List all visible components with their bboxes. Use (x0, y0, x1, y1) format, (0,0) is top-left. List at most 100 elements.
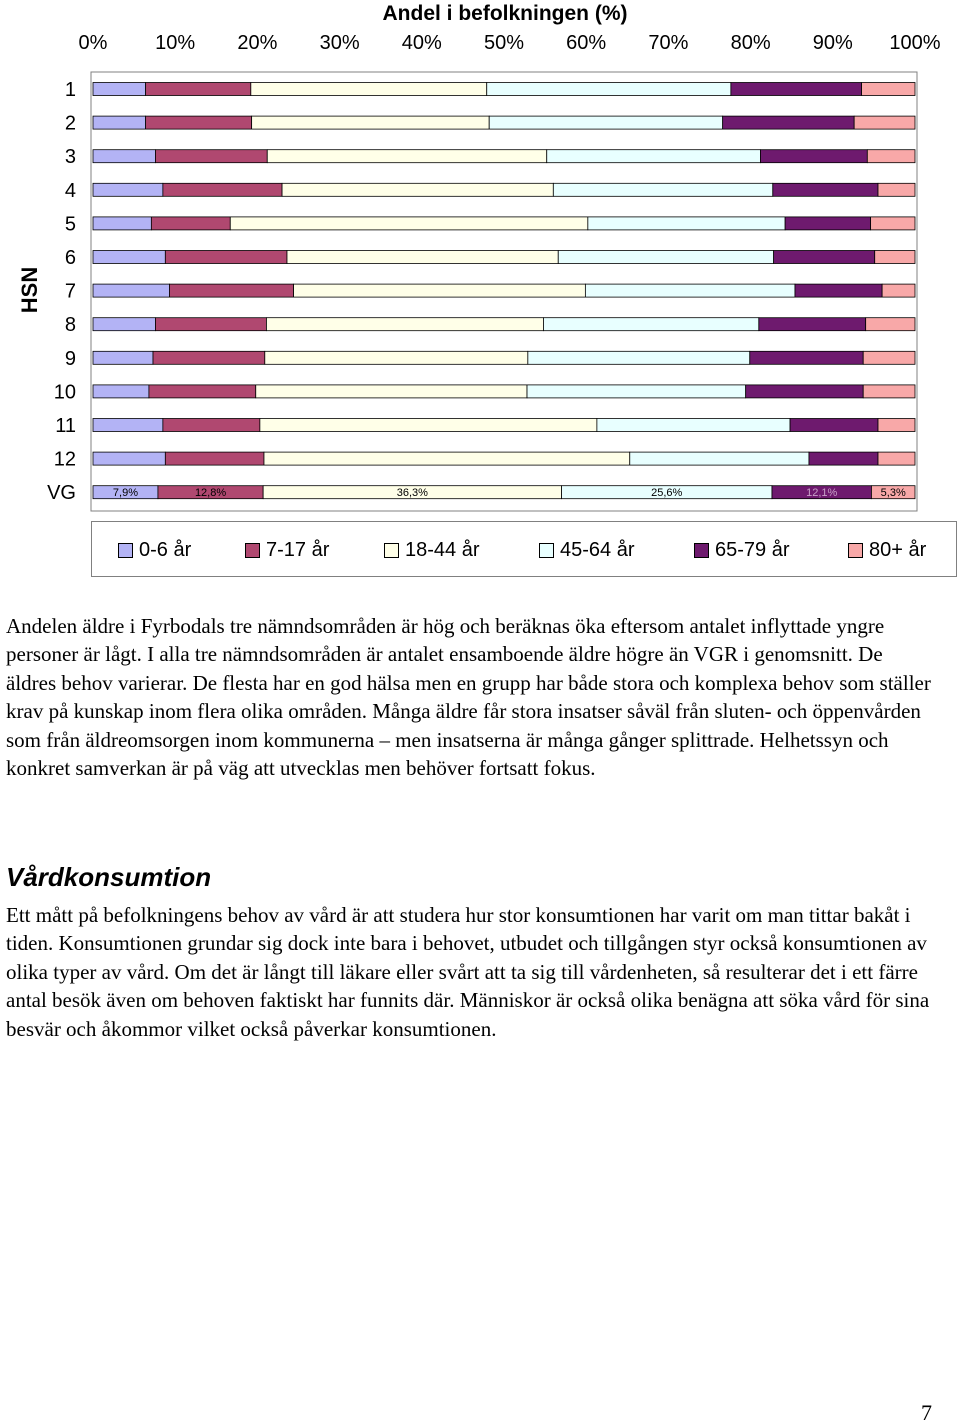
bar-segment (773, 250, 876, 264)
bar-segment (164, 451, 265, 466)
chart-legend: 0-6 år 7-17 år 18-44 år 45-64 år 65-79 år 80+… (91, 521, 957, 577)
bar-segment (866, 149, 916, 164)
category-label: 5 (65, 213, 76, 235)
bar-segment (730, 82, 862, 96)
legend-swatch (848, 542, 863, 558)
category-label: 6 (65, 247, 76, 269)
bar-segment (853, 115, 916, 130)
bar-segment (794, 283, 883, 298)
bar-segment (862, 384, 916, 399)
category-label: 7 (65, 281, 76, 303)
bar-segment (722, 115, 855, 130)
bar-segment (862, 350, 916, 365)
bar-segment (92, 451, 166, 466)
data-label: 5,3% (881, 487, 906, 499)
bar-segment (281, 182, 554, 197)
bar-segment (870, 216, 916, 231)
bar-segment (286, 250, 559, 264)
legend-item: 0-6 år (118, 538, 191, 562)
bar-segment (92, 82, 147, 96)
bar-segment (162, 418, 261, 432)
bar-segment (92, 182, 164, 197)
bar-segment (861, 82, 916, 96)
legend-item: 45-64 år (539, 538, 635, 562)
legend-label: 7-17 år (266, 538, 330, 561)
category-label: 9 (65, 348, 76, 370)
category-label: 4 (65, 180, 76, 202)
category-label: 2 (65, 113, 76, 135)
legend-label: 45-64 år (560, 538, 635, 561)
data-labels: 7,9% 12,8% 36,3% 25,6% 12,1% 5,3% (113, 487, 906, 499)
bar-segment (259, 418, 598, 432)
bar-segment (584, 283, 796, 298)
legend-swatch (384, 542, 399, 558)
bar-segments (92, 82, 916, 500)
category-label: 12 (54, 449, 76, 471)
bar-segment (772, 182, 879, 197)
bar-segment (877, 182, 916, 197)
bar-segment (629, 451, 810, 466)
bar-segment (587, 216, 786, 231)
legend-swatch (539, 542, 554, 558)
bar-segment (150, 216, 231, 231)
bar-segment (164, 250, 288, 264)
category-label: 3 (65, 146, 76, 168)
x-axis-ticks: 0% 10% 20% 30% 40% 50% 60% 70% 80% 90% 100% (79, 32, 941, 54)
bar-segment (251, 115, 490, 130)
legend-label: 0-6 år (139, 538, 192, 561)
bar-segment (596, 418, 791, 432)
bar-segment (789, 418, 879, 432)
bar-segment (865, 317, 916, 332)
bar-segment (488, 115, 724, 130)
paragraph-care-consumption: Ett mått på befolkningens behov av vård … (6, 903, 930, 1041)
bar-segment (155, 149, 268, 164)
bar-segment (92, 115, 147, 130)
category-label: 10 (54, 381, 76, 403)
bar-segment (527, 350, 751, 365)
bar-segment (92, 149, 156, 164)
bar-segment (758, 317, 867, 332)
bar-segment (784, 216, 872, 231)
bar-segment (874, 250, 916, 264)
legend-item: 65-79 år (694, 538, 790, 562)
legend-swatch (694, 542, 709, 558)
bar-segment (526, 384, 747, 399)
bar-segment (749, 350, 864, 365)
bar-segment (546, 149, 761, 164)
legend-item: 18-44 år (384, 538, 480, 562)
x-tick-label: 40% (402, 32, 442, 54)
x-tick-label: 70% (648, 32, 688, 54)
bar-segment (145, 82, 252, 96)
x-tick-label: 80% (731, 32, 771, 54)
x-tick-label: 100% (889, 32, 940, 54)
bar-segment (293, 283, 586, 298)
chart-title: Andel i befolkningen (%) (383, 2, 628, 25)
x-tick-label: 0% (79, 32, 108, 54)
legend-item: 80+ år (848, 538, 926, 562)
bar-segment (152, 350, 266, 365)
bar-segment (877, 418, 916, 432)
section-heading: Vårdkonsumtion (6, 862, 212, 892)
data-label: 7,9% (113, 487, 138, 499)
bar-segment (266, 149, 548, 164)
category-label: VG (47, 482, 76, 504)
bar-segment (871, 485, 916, 500)
bar-segment (92, 216, 152, 231)
stacked-bar-chart: Andel i befolkningen (%) 0% 10% 20% 30% 40% 5… (17, 2, 941, 512)
bar-segment (255, 384, 528, 399)
legend-label: 65-79 år (715, 538, 790, 561)
bar-segment (169, 283, 294, 298)
legend-swatch (118, 542, 133, 558)
data-label: 25,6% (651, 487, 682, 499)
bar-segment (250, 82, 488, 96)
plot-area (90, 71, 918, 512)
y-axis-label: HSN (17, 267, 42, 313)
bar-segment (92, 418, 164, 432)
data-label: 12,1% (806, 487, 837, 499)
x-tick-label: 10% (155, 32, 195, 54)
bar-segment (162, 182, 283, 197)
bar-segment (263, 451, 631, 466)
bar-segment (145, 115, 253, 130)
x-tick-label: 90% (813, 32, 853, 54)
data-label: 36,3% (397, 487, 428, 499)
